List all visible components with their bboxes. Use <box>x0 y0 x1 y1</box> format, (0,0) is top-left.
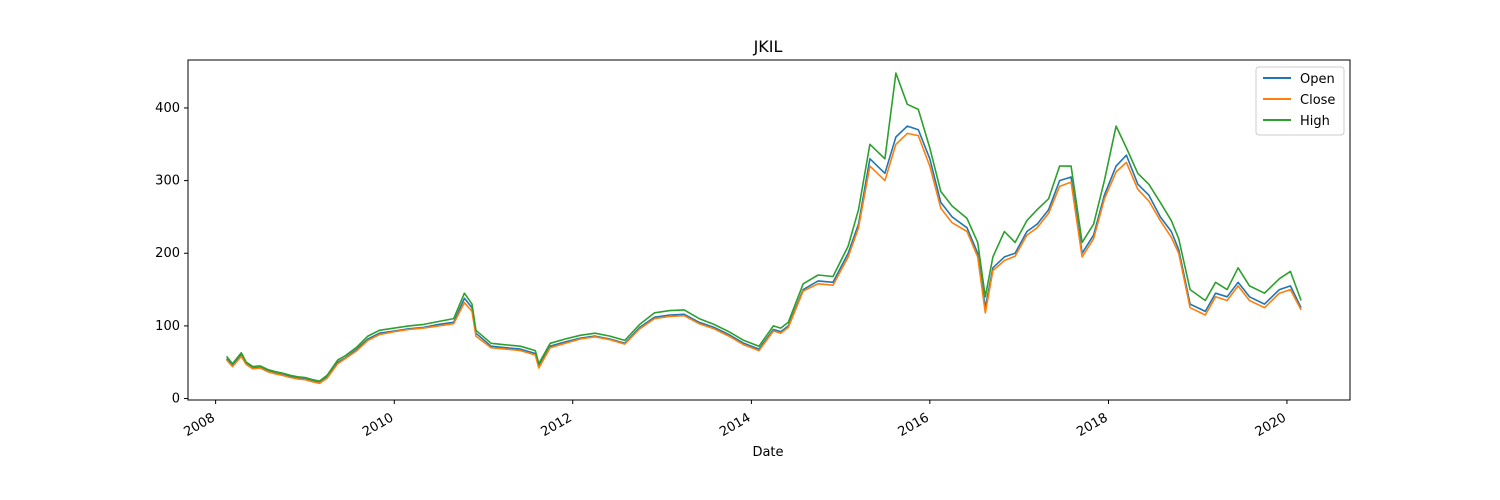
y-axis: 0 100 200 300 400 <box>155 101 188 407</box>
y-tick-label: 0 <box>172 392 180 407</box>
y-tick-label: 400 <box>155 101 180 116</box>
y-tick-label: 100 <box>155 319 180 334</box>
series-line-open <box>225 125 1302 384</box>
x-tick-label: 2014 <box>717 410 753 440</box>
x-axis: 2008 2010 2012 2014 2016 2018 2020 <box>181 400 1289 440</box>
x-tick-label: 2012 <box>539 410 575 440</box>
legend-label-close: Close <box>1300 93 1335 108</box>
series-layer <box>225 72 1302 385</box>
x-tick-label: 2018 <box>1074 410 1110 440</box>
series-line-high <box>225 72 1302 382</box>
chart-title: JKIL <box>753 37 783 56</box>
series-line-close <box>226 132 1302 385</box>
x-tick-label: 2008 <box>181 410 217 440</box>
y-tick-label: 300 <box>155 174 180 189</box>
legend-label-open: Open <box>1300 72 1335 87</box>
legend-label-high: High <box>1300 114 1330 129</box>
legend: Open Close High <box>1255 66 1345 136</box>
x-tick-label: 2020 <box>1253 410 1289 440</box>
x-tick-label: 2010 <box>360 410 396 440</box>
x-tick-label: 2016 <box>896 410 932 440</box>
y-tick-label: 200 <box>155 246 180 261</box>
x-axis-label: Date <box>752 445 783 460</box>
legend-box <box>1255 66 1345 136</box>
plot-frame <box>187 59 1351 401</box>
